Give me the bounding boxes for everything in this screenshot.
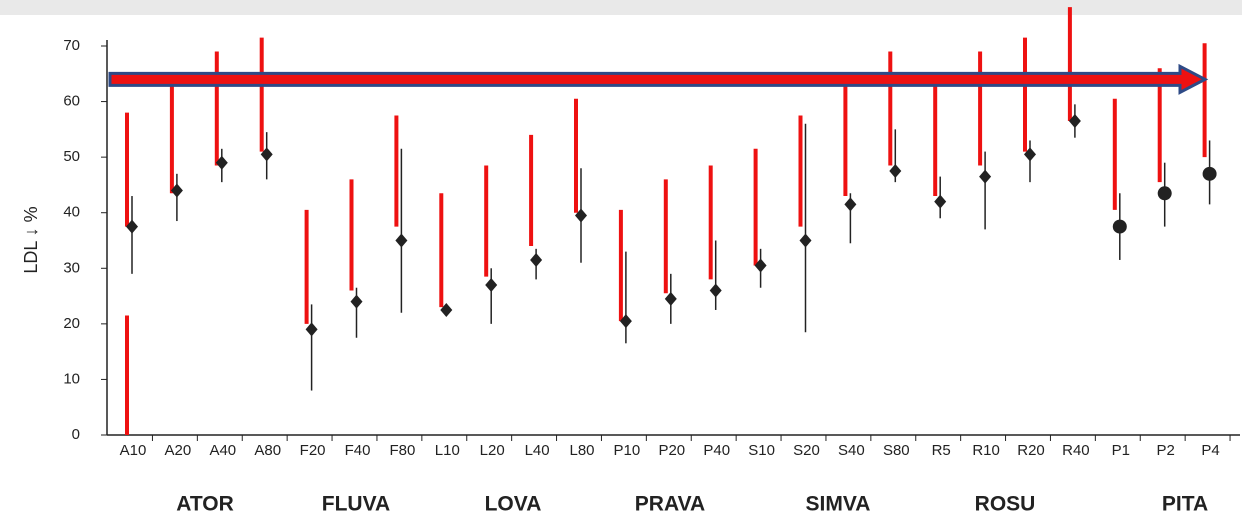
point xyxy=(1157,186,1172,201)
x-tick-label: A20 xyxy=(165,442,192,459)
x-tick-label: F40 xyxy=(345,442,371,459)
point xyxy=(754,258,767,273)
y-axis-label: LDL ↓ % xyxy=(21,206,41,273)
point xyxy=(934,194,947,209)
x-tick-label: R5 xyxy=(932,442,951,459)
arrow xyxy=(108,63,1209,95)
point xyxy=(709,283,722,298)
point xyxy=(1068,114,1081,129)
point xyxy=(1024,147,1036,162)
y-tick-label: 50 xyxy=(63,148,80,165)
x-tick-label: F20 xyxy=(300,442,326,459)
x-tick-label: L40 xyxy=(525,442,550,459)
point xyxy=(350,294,363,309)
x-tick-label: F80 xyxy=(389,442,415,459)
x-tick-label: R10 xyxy=(972,442,1000,459)
y-tick-label: 30 xyxy=(63,259,80,276)
x-tick-label: L20 xyxy=(480,442,505,459)
point xyxy=(215,155,228,170)
point xyxy=(844,197,857,212)
y-tick-label: 70 xyxy=(63,37,80,54)
point xyxy=(664,291,677,306)
group-label: ROSU xyxy=(975,493,1036,516)
group-label: PRAVA xyxy=(635,493,705,516)
point xyxy=(575,208,587,223)
point xyxy=(1112,219,1127,234)
x-tick-label: P20 xyxy=(658,442,685,459)
x-tick-label: L80 xyxy=(569,442,594,459)
point xyxy=(979,169,992,184)
x-tick-label: A40 xyxy=(209,442,236,459)
point xyxy=(170,183,183,198)
x-tick-label: R40 xyxy=(1062,442,1090,459)
point xyxy=(889,164,902,179)
y-tick-label: 10 xyxy=(63,370,80,387)
point xyxy=(619,314,632,329)
point xyxy=(440,302,453,317)
group-label: FLUVA xyxy=(322,493,390,516)
top-band xyxy=(0,0,1242,15)
y-tick-label: 0 xyxy=(72,426,80,443)
point xyxy=(126,219,138,234)
x-tick-label: P40 xyxy=(703,442,730,459)
x-tick-label: S40 xyxy=(838,442,865,459)
group-label: SIMVA xyxy=(806,493,871,516)
x-tick-label: R20 xyxy=(1017,442,1045,459)
group-label: LOVA xyxy=(485,493,542,516)
x-tick-label: S80 xyxy=(883,442,910,459)
group-label: PITA xyxy=(1162,493,1208,516)
x-tick-label: L10 xyxy=(435,442,460,459)
point xyxy=(1202,166,1217,181)
point xyxy=(485,277,498,292)
point xyxy=(260,147,273,162)
group-label: ATOR xyxy=(176,493,234,516)
x-tick-label: P2 xyxy=(1157,442,1175,459)
point xyxy=(305,322,318,337)
x-tick-label: S20 xyxy=(793,442,820,459)
y-tick-label: 20 xyxy=(63,315,80,332)
x-tick-label: S10 xyxy=(748,442,775,459)
y-tick-label: 40 xyxy=(63,204,80,221)
x-tick-label: A80 xyxy=(254,442,281,459)
x-tick-label: P1 xyxy=(1112,442,1130,459)
x-tick-label: P4 xyxy=(1201,442,1219,459)
y-tick-label: 60 xyxy=(63,93,80,110)
point xyxy=(799,233,812,248)
point xyxy=(530,252,543,267)
x-tick-label: A10 xyxy=(120,442,147,459)
x-tick-label: P10 xyxy=(614,442,641,459)
point xyxy=(395,233,408,248)
